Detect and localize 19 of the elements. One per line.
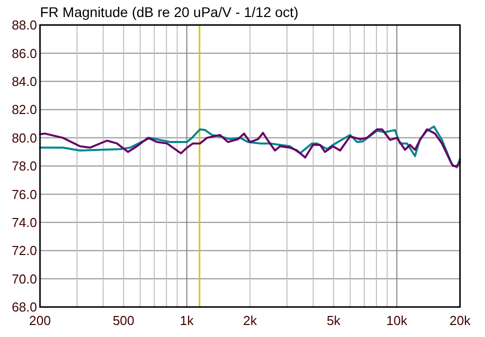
y-tick-label: 72.0 (12, 243, 37, 258)
y-tick-label: 78.0 (12, 158, 37, 174)
y-tick-label: 88.0 (12, 18, 37, 33)
y-tick-label: 74.0 (12, 214, 37, 230)
chart-title: FR Magnitude (dB re 20 uPa/V - 1/12 oct) (40, 4, 298, 20)
y-tick-label: 84.0 (12, 74, 37, 89)
y-tick-label: 70.0 (12, 271, 37, 286)
y-tick-label: 82.0 (12, 102, 37, 118)
x-tick-label: 200 (29, 313, 51, 328)
y-tick-label: 68.0 (12, 300, 37, 315)
x-tick-label: 500 (112, 313, 134, 328)
x-tick-label: 1k (180, 313, 194, 328)
x-tick-label: 10k (386, 313, 408, 328)
y-tick-label: 80.0 (12, 130, 37, 146)
y-tick-label: 76.0 (12, 186, 37, 202)
x-tick-label: 20k (450, 313, 471, 328)
x-tick-label: 5k (326, 313, 341, 328)
y-tick-label: 86.0 (12, 46, 37, 61)
x-tick-label: 2k (243, 313, 258, 328)
